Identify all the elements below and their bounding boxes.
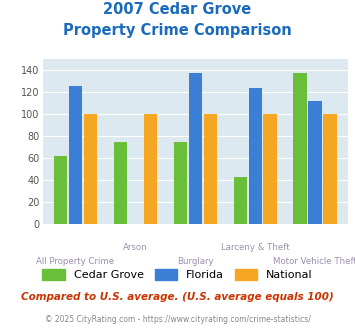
- Text: Burglary: Burglary: [177, 257, 214, 266]
- Bar: [248, 88, 262, 224]
- Bar: [294, 73, 307, 224]
- Bar: [263, 115, 277, 224]
- Bar: [234, 177, 247, 224]
- Text: 2007 Cedar Grove: 2007 Cedar Grove: [103, 2, 252, 16]
- Bar: [114, 142, 127, 224]
- Bar: [189, 73, 202, 224]
- Text: Larceny & Theft: Larceny & Theft: [221, 243, 289, 251]
- Text: Arson: Arson: [123, 243, 148, 251]
- Text: Compared to U.S. average. (U.S. average equals 100): Compared to U.S. average. (U.S. average …: [21, 292, 334, 302]
- Text: Motor Vehicle Theft: Motor Vehicle Theft: [273, 257, 355, 266]
- Bar: [84, 115, 97, 224]
- Legend: Cedar Grove, Florida, National: Cedar Grove, Florida, National: [38, 265, 317, 285]
- Bar: [323, 115, 337, 224]
- Bar: [69, 86, 82, 224]
- Text: Property Crime Comparison: Property Crime Comparison: [63, 23, 292, 38]
- Text: © 2025 CityRating.com - https://www.cityrating.com/crime-statistics/: © 2025 CityRating.com - https://www.city…: [45, 315, 310, 324]
- Bar: [174, 142, 187, 224]
- Bar: [54, 156, 67, 224]
- Bar: [308, 101, 322, 224]
- Bar: [204, 115, 217, 224]
- Text: All Property Crime: All Property Crime: [37, 257, 115, 266]
- Bar: [144, 115, 157, 224]
